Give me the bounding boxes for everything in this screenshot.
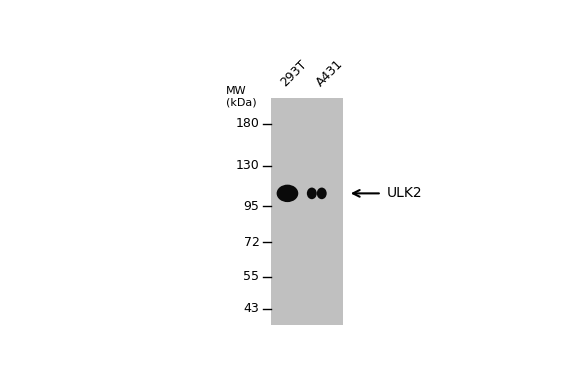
Text: MW
(kDa): MW (kDa) <box>226 86 257 108</box>
Text: 55: 55 <box>243 271 260 284</box>
Text: 130: 130 <box>236 159 260 172</box>
Bar <box>271 98 343 325</box>
Text: 180: 180 <box>236 117 260 130</box>
Text: 293T: 293T <box>278 57 310 89</box>
Ellipse shape <box>317 187 327 199</box>
Text: A431: A431 <box>314 57 346 89</box>
Text: 72: 72 <box>244 235 260 249</box>
Ellipse shape <box>307 187 317 199</box>
Text: ULK2: ULK2 <box>387 186 423 200</box>
Text: 95: 95 <box>244 200 260 213</box>
Text: 43: 43 <box>244 302 260 315</box>
Ellipse shape <box>276 184 298 202</box>
